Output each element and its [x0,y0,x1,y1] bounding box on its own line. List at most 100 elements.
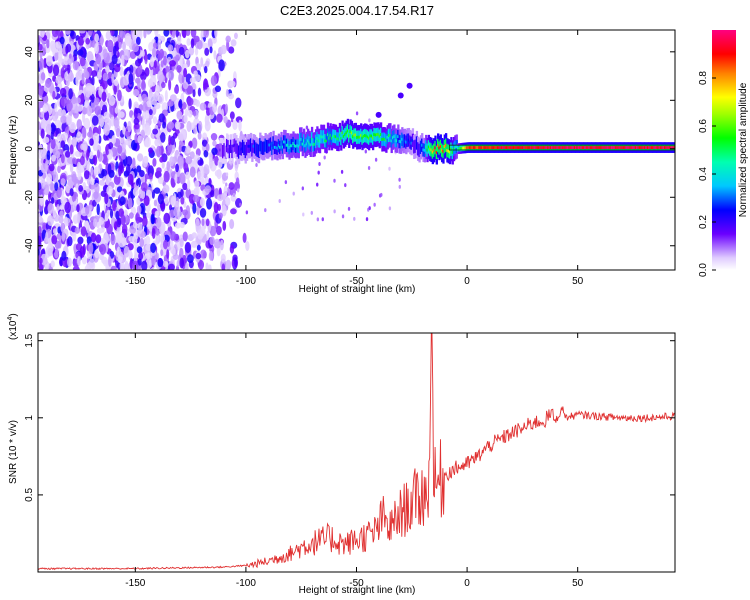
y-tick-label: 40 [24,46,35,58]
colorbar-tick-label: 0.2 [698,215,709,229]
spectrogram-noise-cell [317,170,320,175]
spectrogram-ridge-core [393,135,396,139]
spectrogram-ridge-band [253,140,257,154]
spectrogram-noise-cell [136,153,144,162]
spectrogram-ridge-core [341,131,344,135]
spectrogram-noise-cell [104,212,109,222]
spectrogram-noise-cell [45,78,52,88]
spectrogram-noise-cell [221,204,227,217]
spectrogram-ridge-core [638,146,642,150]
spectrogram-ridge-core [368,136,371,140]
spectrogram-noise-cell [230,194,237,202]
spectrogram-noise-cell [163,55,168,66]
spectrogram-noise-cell [205,218,210,227]
spectrogram-noise-cell [316,182,319,187]
spectrogram-noise-cell [129,64,134,75]
spectrogram-ridge-core [361,136,364,140]
spectrogram-noise-cell [57,239,62,249]
spectrogram-noise-cell [202,78,209,90]
spectrogram-ridge-band [249,138,253,152]
spectrogram-ridge-core [349,130,352,133]
spectrogram-ridge-core [291,144,294,148]
spectrogram-noise-cell [67,58,73,66]
spectrogram-noise-cell [212,140,217,147]
spectrogram-ridge-core [308,141,311,145]
spectrogram-ridge-core [512,146,515,150]
spectrogram-noise-cell [355,111,359,116]
spectrogram-noise-cell [60,115,67,124]
spectrogram-noise-cell [191,232,198,239]
spectrogram-noise-cell [127,173,134,185]
spectrogram-noise-cell [64,150,71,158]
spectrogram-noise-cell [232,192,236,197]
spectrogram-noise-cell [98,216,105,225]
spectrogram-ridge-core [531,146,534,150]
spectrogram-ridge-core [467,146,470,150]
spectrogram-noise-cell [161,81,166,89]
spectrogram-noise-cell [218,212,223,219]
spectrogram-noise-cell [183,114,188,123]
colorbar-tick-label: 0.0 [698,263,709,277]
spectrogram-noise-cell [96,227,104,234]
spectrogram-noise-cell [310,210,313,215]
spectrogram-noise-cell [69,121,77,134]
spectrogram-ridge-core [344,133,347,137]
spectrogram-ridge-core [391,136,395,140]
spectrogram-noise-cell [145,244,152,251]
spectrogram-ridge-band [228,144,231,159]
spectrogram-ridge-core [340,137,343,140]
spectrogram-noise-cell [89,138,94,146]
spectrogram-noise-cell [197,259,205,270]
spectrogram-ridge-core [478,146,481,150]
spectrogram-noise-cell [59,36,65,45]
spectrogram-ridge-core [277,144,281,148]
spectrogram-ridge-core [289,144,293,148]
spectrogram-ridge-core [334,135,338,139]
spectrogram-noise-cell [178,144,182,153]
spectrogram-noise-cell [228,182,235,190]
spectrogram-noise-cell [120,214,126,226]
spectrogram-ridge-core [446,148,449,152]
spectrogram-noise-cell [128,98,132,110]
spectrogram-noise-cell [184,49,190,59]
spectrogram-ridge-core [463,146,466,150]
spectrogram-ridge-core [470,146,473,150]
spectrogram-noise-cell [186,85,194,95]
spectrogram-ridge-core [665,146,668,150]
spectrogram-ridge-core [486,146,489,150]
spectrogram-noise-cell [95,105,102,117]
spectrogram-ridge-core [592,146,595,150]
spectrogram-ridge-core [545,146,549,150]
spectrogram-ridge-core [273,145,277,149]
spectrogram-noise-cell [182,231,188,242]
colorbar-tick-label: 0.8 [698,71,709,85]
spectrogram-noise-cell [388,206,392,211]
snr-y-ticks: 0.5 1 1.5 [24,333,675,502]
spectrogram-noise-cell [38,43,43,51]
spectrogram-ridge-core [329,133,332,137]
spectrogram-noise-cell [347,206,351,211]
spectrogram-noise-cell [204,47,210,56]
spectrogram-noise-cell [153,59,157,69]
spectrogram-noise-cell [58,215,64,224]
spectrogram-ridge-core [613,146,616,150]
spectrogram-noise-cell [141,260,148,270]
y-tick-label: 1.5 [24,333,35,347]
spectrogram-noise-cell [229,218,235,230]
spectrogram-noise-cell [56,204,60,211]
spectrogram-noise-cell [85,83,93,91]
spectrogram-ridge-core [296,144,299,148]
spectrogram-noise-cell [113,116,120,129]
spectrogram-ridge-core [579,146,582,150]
spectrogram-ridge-core [653,146,656,150]
spectrogram-noise-cell [141,117,145,129]
spectrogram-noise-cell [157,193,164,205]
spectrogram-noise-cell [228,46,235,54]
spectrogram-harmonic-blob [397,92,404,99]
spectrogram-noise-cell [43,184,50,196]
spectrogram-noise-cell [38,85,44,96]
spectrogram-noise-cell [125,155,133,167]
spectrogram-ridge-core [606,146,610,150]
spectrogram-ridge-core [306,139,310,143]
spectrogram-noise-cell [121,54,125,66]
